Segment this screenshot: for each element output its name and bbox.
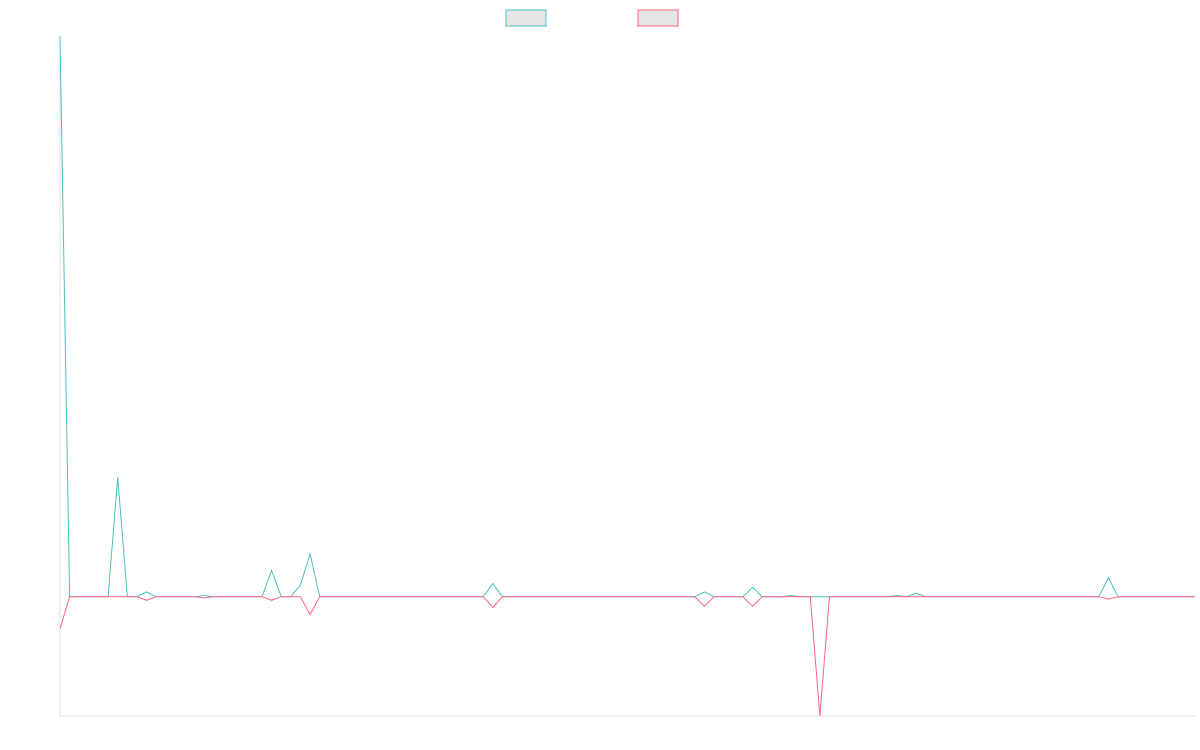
- chart-series-layer: [59, 35, 1195, 717]
- legend-swatch-series-1[interactable]: [505, 9, 547, 27]
- series-line-2: [59, 596, 1195, 717]
- legend-swatch-series-2[interactable]: [637, 9, 679, 27]
- series-line-1: [59, 35, 1195, 598]
- chart-legend: [505, 9, 679, 27]
- chart-axes: [59, 36, 1195, 717]
